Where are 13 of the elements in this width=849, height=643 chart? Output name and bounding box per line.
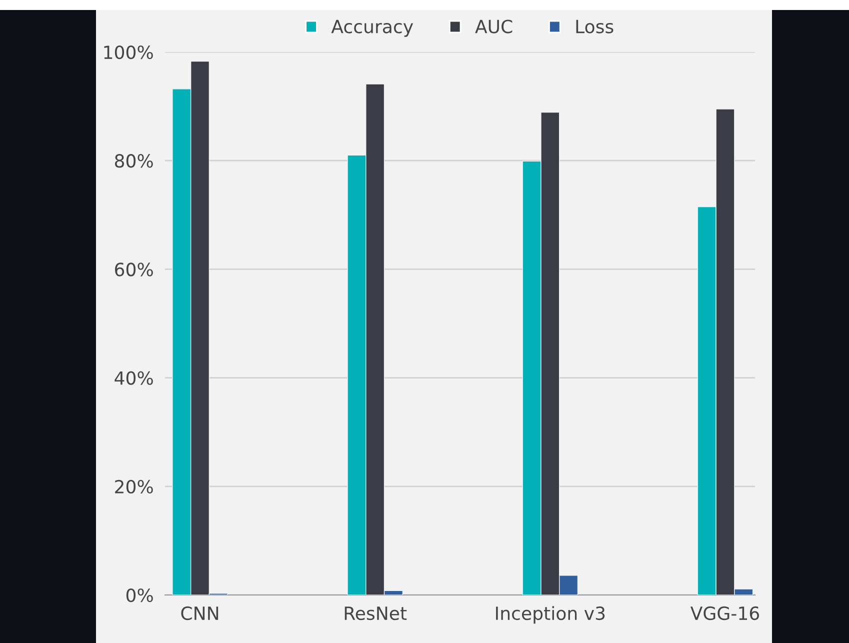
y-tick-label: 20% [115,480,153,494]
x-tick-label: VGG-16 [690,606,760,620]
y-tick-label: 60% [115,262,153,276]
legend-label: Accuracy [331,20,414,37]
legend-label: AUC [475,20,512,34]
x-tick-label: ResNet [344,606,407,620]
y-tick-label: 0% [126,588,153,602]
y-tick-label: 40% [114,371,153,385]
legend-label: Loss [576,20,614,34]
x-tick-label: CNN [181,606,218,620]
y-tick-label: 100% [104,45,153,60]
y-tick-label: 80% [114,154,153,168]
x-tick-label: Inception v3 [496,606,605,624]
